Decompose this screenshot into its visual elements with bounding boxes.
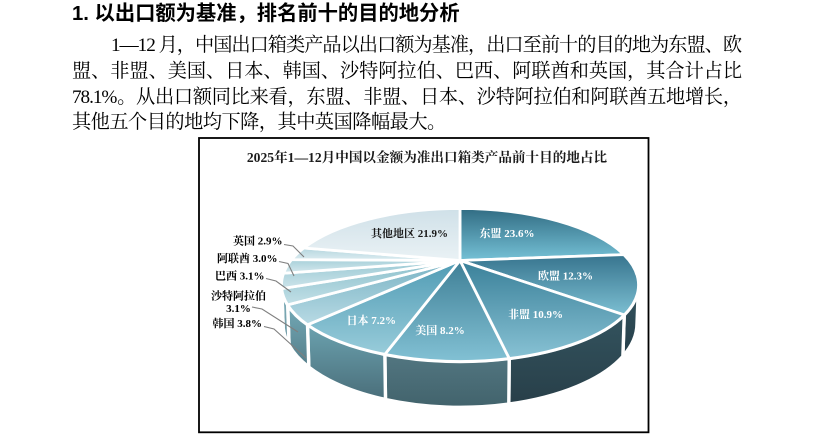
svg-text:英国 2.9%: 英国 2.9% [233, 233, 283, 247]
svg-text:巴西 3.1%: 巴西 3.1% [215, 268, 265, 282]
svg-text:韩国 3.8%: 韩国 3.8% [213, 316, 263, 330]
svg-text:非盟 10.9%: 非盟 10.9% [508, 307, 563, 321]
svg-text:阿联酋 3.0%: 阿联酋 3.0% [217, 251, 278, 265]
svg-text:2025年1—12月中国以金额为准出口箱类产品前十目的地占比: 2025年1—12月中国以金额为准出口箱类产品前十目的地占比 [247, 149, 608, 165]
svg-text:3.1%: 3.1% [226, 303, 251, 315]
svg-text:沙特阿拉伯: 沙特阿拉伯 [211, 288, 266, 302]
svg-text:日本 7.2%: 日本 7.2% [347, 313, 397, 327]
svg-text:美国 8.2%: 美国 8.2% [415, 323, 465, 337]
svg-text:欧盟 12.3%: 欧盟 12.3% [538, 268, 593, 282]
svg-text:东盟 23.6%: 东盟 23.6% [480, 226, 535, 240]
svg-text:其他地区 21.9%: 其他地区 21.9% [371, 226, 448, 240]
